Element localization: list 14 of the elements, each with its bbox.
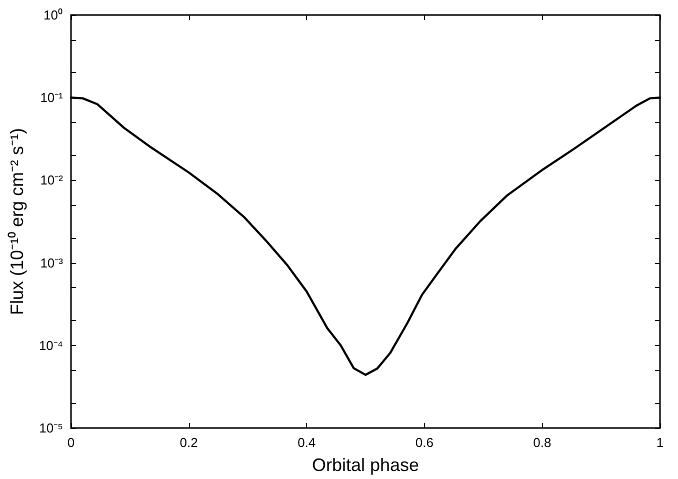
y-tick-label: 10⁻² (40, 172, 64, 188)
x-tick-label: 0.2 (180, 435, 198, 450)
x-tick-label: 0.4 (298, 435, 316, 450)
x-tick-label: 0 (67, 435, 75, 450)
y-tick-label: 10⁻⁵ (39, 420, 63, 436)
y-tick-label: 10⁰ (44, 8, 63, 22)
x-tick-label: 0.6 (415, 435, 434, 450)
y-axis-title: Flux (10⁻¹⁰ erg cm⁻² s⁻¹) (7, 128, 27, 316)
y-tick-label: 10⁻³ (40, 255, 64, 270)
x-axis-title: Orbital phase (312, 455, 420, 475)
y-tick-label: 10⁻⁴ (38, 338, 63, 353)
x-tick-label: 1 (656, 435, 664, 450)
y-tick-label: 10⁻¹ (40, 90, 64, 106)
x-tick-label: 0.8 (533, 435, 552, 450)
